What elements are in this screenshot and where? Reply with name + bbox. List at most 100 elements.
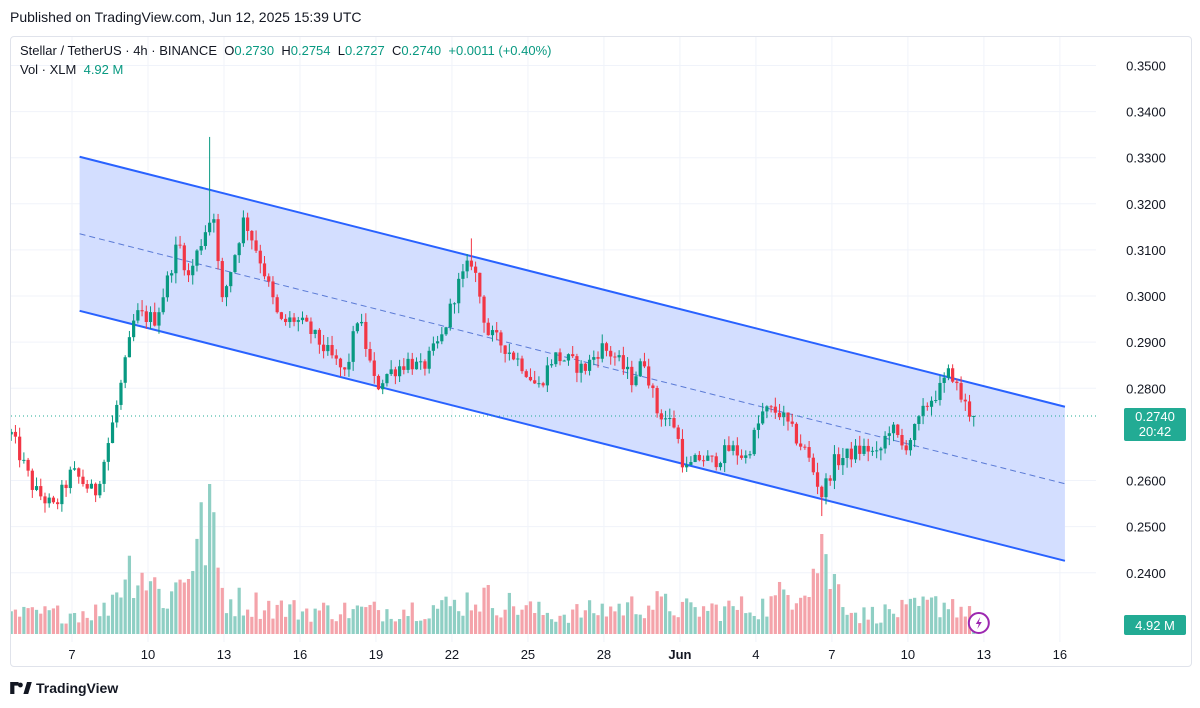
candle xyxy=(486,318,490,336)
candle xyxy=(402,358,406,375)
candle-body xyxy=(473,266,478,273)
chart-frame[interactable]: 0.3500 0.3400 0.3300 0.3200 0.3100 0.3000 0.29… xyxy=(10,36,1192,667)
ohlc-row: Stellar / TetherUS · 4h · BINANCE O0.273… xyxy=(20,41,552,60)
volume-bar xyxy=(296,619,300,634)
candle xyxy=(334,349,338,365)
volume-bar xyxy=(322,602,326,634)
candle xyxy=(414,357,419,370)
volume-bar xyxy=(803,595,807,634)
volume-bar xyxy=(56,605,60,634)
candle-body xyxy=(921,405,925,417)
candle-body xyxy=(414,361,419,370)
volume-bar xyxy=(246,609,250,634)
candle-body xyxy=(824,478,828,498)
candle-body xyxy=(94,483,98,496)
candle-body xyxy=(81,476,85,485)
candle-body xyxy=(220,261,224,298)
candle-body xyxy=(727,445,731,451)
candle xyxy=(267,273,271,287)
volume-bar xyxy=(765,616,769,634)
candle xyxy=(119,379,123,410)
lightning-icon[interactable] xyxy=(967,612,990,634)
candle xyxy=(39,478,43,501)
volume-bar xyxy=(182,582,186,634)
volume-bar xyxy=(524,605,528,634)
candle xyxy=(98,481,102,499)
candle xyxy=(600,334,604,363)
change-value: +0.0011 (+0.40%) xyxy=(448,43,552,58)
candle xyxy=(309,317,313,344)
candle-body xyxy=(410,358,414,370)
candle xyxy=(381,379,385,395)
candle xyxy=(43,492,47,513)
candle-body xyxy=(212,219,216,223)
volume-bar xyxy=(195,538,199,634)
footer-brand[interactable]: TradingView xyxy=(10,680,118,696)
candle xyxy=(777,403,782,421)
volume-bar xyxy=(305,608,309,634)
candle-body xyxy=(68,469,72,489)
candle-body xyxy=(43,496,47,504)
x-tick-label: 16 xyxy=(1053,647,1067,662)
price-chart[interactable]: 0.3500 0.3400 0.3300 0.3200 0.3100 0.3000 0.29… xyxy=(11,37,1191,666)
volume-bar xyxy=(917,605,921,634)
candle xyxy=(765,405,769,419)
volume-bar xyxy=(414,621,419,634)
candle xyxy=(647,358,651,389)
volume-bar xyxy=(883,604,887,634)
volume-bar xyxy=(34,609,39,634)
candle-body xyxy=(419,361,423,363)
volume-bar xyxy=(330,619,334,634)
volume-bar xyxy=(571,609,575,634)
candle-body xyxy=(186,270,191,276)
candle xyxy=(866,438,870,462)
candle-body xyxy=(85,484,89,489)
candle xyxy=(727,436,731,452)
volume-bar xyxy=(140,572,144,634)
tradingview-logo-icon xyxy=(10,682,32,694)
candle xyxy=(862,438,866,456)
volume-bar xyxy=(60,623,64,634)
x-tick-label: 7 xyxy=(828,647,835,662)
candle xyxy=(579,360,583,383)
volume-bar xyxy=(600,603,604,634)
volume-bar xyxy=(566,622,571,634)
candle xyxy=(596,351,600,368)
candle-body xyxy=(47,497,51,504)
candle-body xyxy=(224,286,229,298)
candle xyxy=(389,360,393,376)
close-key: C xyxy=(391,43,402,58)
candle xyxy=(815,462,820,495)
candle-body xyxy=(756,423,761,430)
candle xyxy=(499,330,503,353)
candle xyxy=(182,242,186,276)
channel-lower-line[interactable] xyxy=(79,309,1066,562)
candle xyxy=(583,362,587,375)
candle xyxy=(347,353,351,377)
candle-body xyxy=(482,296,486,323)
volume-bar xyxy=(811,568,815,634)
candle-body xyxy=(136,310,140,321)
candle xyxy=(609,346,613,365)
candle xyxy=(220,257,224,303)
candle xyxy=(144,305,148,329)
volume-bar xyxy=(837,584,841,634)
candle-body xyxy=(718,463,723,468)
volume-bar xyxy=(262,610,267,634)
candle-body xyxy=(60,484,64,505)
channel-upper-line[interactable] xyxy=(79,155,1066,408)
candle-body xyxy=(271,281,275,298)
volume-bar xyxy=(203,565,208,634)
volume-bar xyxy=(465,592,469,634)
candle xyxy=(913,423,917,448)
candle xyxy=(541,381,545,388)
volume-bar xyxy=(178,579,182,634)
volume-bar xyxy=(68,613,72,634)
volume-bar xyxy=(668,611,672,634)
volume-bar xyxy=(347,618,351,634)
candle xyxy=(77,467,81,484)
candle xyxy=(794,422,799,446)
volume-bar xyxy=(461,615,465,634)
candle-body xyxy=(364,321,368,349)
candle xyxy=(115,400,119,428)
